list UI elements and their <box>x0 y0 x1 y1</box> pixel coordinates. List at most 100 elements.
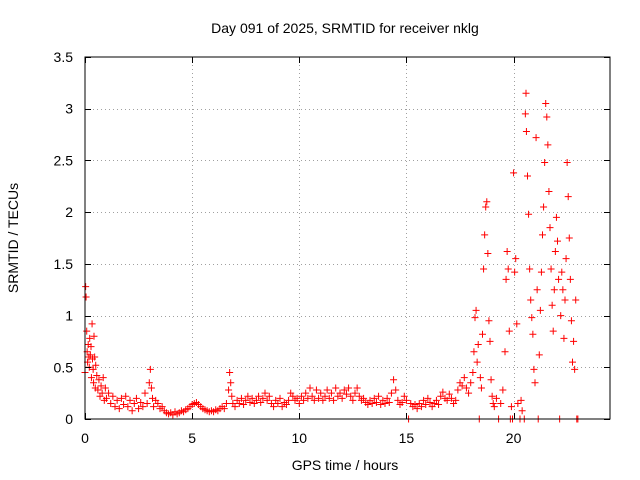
data-point <box>547 265 555 273</box>
data-point <box>560 334 568 342</box>
data-point <box>137 398 145 406</box>
data-point <box>257 398 265 406</box>
data-point <box>120 401 128 409</box>
data-point <box>282 401 290 409</box>
data-point <box>98 389 106 397</box>
data-point <box>561 296 569 304</box>
data-point <box>375 392 383 400</box>
data-point <box>130 399 138 407</box>
data-point <box>569 358 576 366</box>
data-point <box>470 348 478 356</box>
data-point <box>521 110 529 118</box>
data-point <box>310 396 318 404</box>
data-point <box>141 389 149 397</box>
data-point <box>107 399 115 407</box>
data-point <box>377 401 385 409</box>
y-tick-label: 3.5 <box>54 49 74 65</box>
y-tick-label: 2.5 <box>54 152 74 168</box>
data-point <box>394 396 402 404</box>
data-point <box>385 398 393 406</box>
data-point <box>402 396 410 404</box>
data-point <box>492 394 500 402</box>
data-point <box>432 396 440 404</box>
data-point <box>102 394 110 402</box>
data-point <box>572 296 580 304</box>
data-point <box>248 394 256 402</box>
data-point <box>355 392 363 400</box>
data-point <box>527 296 535 304</box>
data-point <box>368 399 376 407</box>
data-point <box>327 389 335 397</box>
data-point <box>276 394 284 402</box>
data-point <box>306 384 314 392</box>
data-point <box>372 398 380 406</box>
data-point <box>126 396 134 404</box>
data-point <box>564 193 572 201</box>
data-point <box>261 389 269 397</box>
data-point <box>345 384 353 392</box>
data-point <box>139 403 147 411</box>
data-point <box>387 389 395 397</box>
data-point <box>567 317 575 325</box>
x-tick-label: 15 <box>399 430 415 446</box>
data-point <box>237 394 245 402</box>
data-point <box>128 407 136 415</box>
data-point <box>360 394 368 402</box>
data-point <box>302 389 310 397</box>
x-tick-label: 0 <box>81 430 89 446</box>
data-point <box>555 275 563 283</box>
data-point <box>554 237 561 245</box>
data-point <box>503 247 511 255</box>
data-point <box>315 394 323 402</box>
data-point <box>452 396 460 404</box>
data-point <box>342 390 350 398</box>
data-point <box>312 386 320 394</box>
data-point <box>543 113 551 121</box>
data-point <box>143 399 151 407</box>
data-point <box>90 332 98 340</box>
data-point <box>479 330 486 338</box>
data-point <box>270 403 278 411</box>
data-point <box>323 386 331 394</box>
data-point <box>477 384 485 392</box>
data-point <box>539 231 546 239</box>
data-point <box>94 386 102 394</box>
data-point <box>511 268 519 276</box>
data-point <box>550 286 558 294</box>
data-point <box>135 405 143 413</box>
data-point <box>531 379 539 387</box>
data-point <box>89 365 97 373</box>
data-point <box>338 394 346 402</box>
y-tick-labels: 0 0.5 1 1.5 2 2.5 3 3.5 <box>54 49 74 427</box>
data-point <box>507 403 515 411</box>
data-point <box>252 396 260 404</box>
data-point <box>529 330 537 338</box>
data-point <box>443 396 451 404</box>
data-point <box>467 379 475 387</box>
data-point <box>502 275 510 283</box>
data-point <box>563 158 571 166</box>
data-point <box>390 376 398 384</box>
data-point <box>565 234 573 242</box>
x-tick-labels: 0 5 10 15 20 <box>81 430 521 446</box>
data-point <box>530 365 538 373</box>
y-tick-label: 1 <box>65 308 73 324</box>
data-point <box>522 89 530 97</box>
data-point <box>92 361 100 369</box>
data-point <box>255 392 263 400</box>
data-point <box>336 389 344 397</box>
data-point <box>420 396 428 404</box>
data-point <box>497 399 505 407</box>
y-tick-label: 1.5 <box>54 256 74 272</box>
data-point <box>117 394 125 402</box>
data-point <box>244 392 252 400</box>
data-point <box>370 394 378 402</box>
data-point <box>300 396 308 404</box>
data-point <box>105 389 113 397</box>
data-point <box>278 403 286 411</box>
data-points <box>81 89 582 423</box>
data-point <box>473 358 481 366</box>
data-point <box>489 399 497 407</box>
